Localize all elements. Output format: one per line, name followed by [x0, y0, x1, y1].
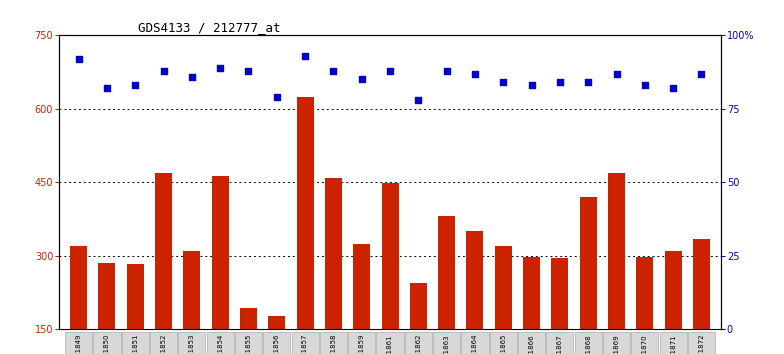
Text: GSM201861: GSM201861	[387, 334, 393, 354]
Text: GSM201854: GSM201854	[217, 334, 223, 354]
FancyBboxPatch shape	[405, 332, 432, 354]
Text: GDS4133 / 212777_at: GDS4133 / 212777_at	[138, 21, 281, 34]
Point	[158, 68, 170, 74]
Bar	[693, 239, 710, 329]
Text: GSM201865: GSM201865	[500, 334, 506, 354]
FancyBboxPatch shape	[546, 332, 574, 354]
Text: GSM201857: GSM201857	[302, 334, 308, 354]
Text: GSM201859: GSM201859	[359, 334, 365, 354]
Bar	[495, 246, 512, 329]
FancyBboxPatch shape	[263, 332, 290, 354]
FancyBboxPatch shape	[603, 332, 630, 354]
FancyBboxPatch shape	[518, 332, 545, 354]
FancyBboxPatch shape	[659, 332, 687, 354]
FancyBboxPatch shape	[93, 332, 121, 354]
Point	[100, 85, 113, 91]
Point	[384, 68, 397, 74]
FancyBboxPatch shape	[376, 332, 404, 354]
FancyBboxPatch shape	[631, 332, 659, 354]
Bar	[438, 216, 456, 329]
Text: GSM201853: GSM201853	[189, 334, 195, 354]
Text: GSM201871: GSM201871	[670, 334, 676, 354]
Text: GSM201852: GSM201852	[161, 334, 166, 354]
Text: GSM201867: GSM201867	[557, 334, 563, 354]
Point	[412, 97, 425, 103]
Bar	[99, 263, 115, 329]
Text: GSM201872: GSM201872	[699, 334, 705, 354]
Bar	[183, 251, 201, 329]
FancyBboxPatch shape	[292, 332, 318, 354]
Bar	[637, 257, 653, 329]
Bar	[155, 173, 172, 329]
Point	[355, 76, 368, 82]
FancyBboxPatch shape	[320, 332, 347, 354]
Point	[667, 85, 680, 91]
Text: GSM201851: GSM201851	[132, 334, 138, 354]
Point	[582, 80, 594, 85]
FancyBboxPatch shape	[348, 332, 376, 354]
FancyBboxPatch shape	[150, 332, 177, 354]
Point	[72, 56, 85, 62]
Bar	[212, 176, 229, 329]
FancyBboxPatch shape	[122, 332, 149, 354]
Point	[695, 71, 708, 76]
Bar	[127, 264, 143, 329]
Text: GSM201856: GSM201856	[274, 334, 280, 354]
Bar	[325, 178, 342, 329]
Bar	[354, 244, 370, 329]
Point	[327, 68, 339, 74]
Bar	[240, 308, 257, 329]
Point	[242, 68, 255, 74]
Point	[610, 71, 622, 76]
Point	[441, 68, 453, 74]
Text: GSM201855: GSM201855	[245, 334, 252, 354]
Bar	[551, 258, 568, 329]
FancyBboxPatch shape	[178, 332, 205, 354]
Point	[270, 94, 283, 100]
FancyBboxPatch shape	[490, 332, 517, 354]
Point	[299, 53, 311, 59]
Bar	[466, 231, 484, 329]
FancyBboxPatch shape	[461, 332, 488, 354]
Text: GSM201849: GSM201849	[75, 334, 82, 354]
Bar	[665, 251, 681, 329]
Text: GSM201858: GSM201858	[330, 334, 336, 354]
Bar	[70, 246, 87, 329]
Bar	[608, 173, 625, 329]
Point	[186, 74, 198, 79]
Text: GSM201868: GSM201868	[585, 334, 591, 354]
Text: GSM201862: GSM201862	[416, 334, 421, 354]
Point	[525, 82, 538, 88]
Point	[554, 80, 566, 85]
FancyBboxPatch shape	[575, 332, 602, 354]
Text: GSM201850: GSM201850	[104, 334, 110, 354]
Text: GSM201863: GSM201863	[444, 334, 450, 354]
Point	[129, 82, 141, 88]
FancyBboxPatch shape	[65, 332, 93, 354]
Text: GSM201866: GSM201866	[528, 334, 535, 354]
Bar	[382, 183, 398, 329]
Point	[214, 65, 227, 70]
FancyBboxPatch shape	[235, 332, 262, 354]
Bar	[523, 257, 540, 329]
Bar	[410, 283, 426, 329]
Point	[469, 71, 481, 76]
Text: GSM201869: GSM201869	[614, 334, 619, 354]
Bar	[268, 315, 285, 329]
FancyBboxPatch shape	[206, 332, 234, 354]
Bar	[296, 97, 314, 329]
Bar	[579, 197, 597, 329]
Point	[497, 80, 510, 85]
Text: GSM201864: GSM201864	[472, 334, 478, 354]
FancyBboxPatch shape	[433, 332, 460, 354]
Text: GSM201870: GSM201870	[642, 334, 648, 354]
FancyBboxPatch shape	[688, 332, 715, 354]
Point	[639, 82, 652, 88]
